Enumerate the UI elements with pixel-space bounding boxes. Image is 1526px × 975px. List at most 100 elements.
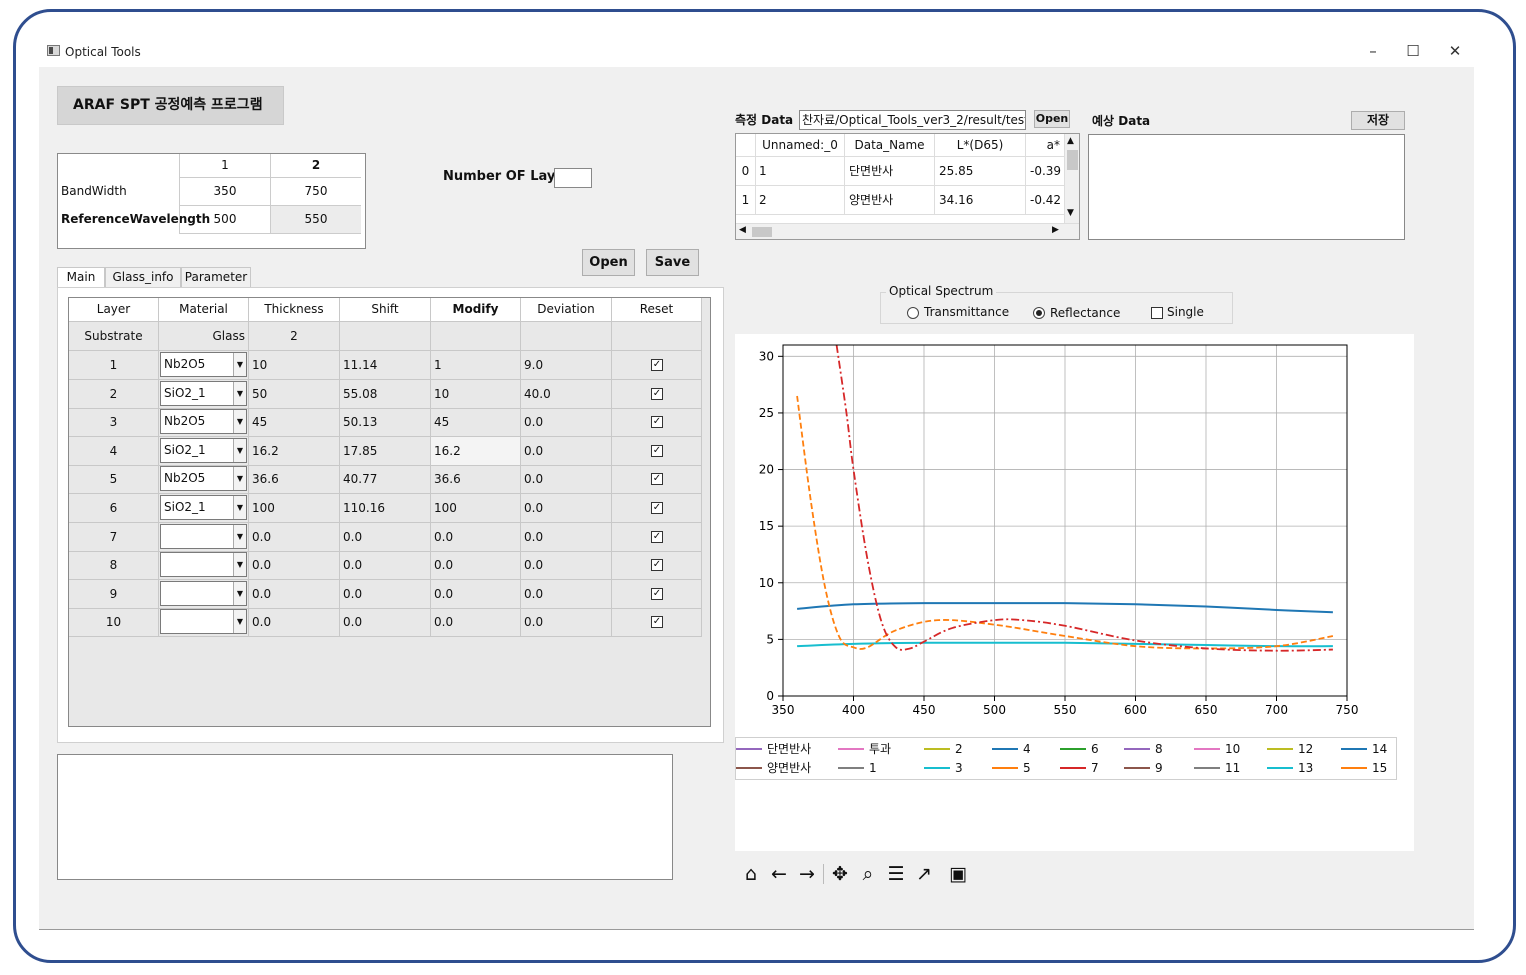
reset-checkbox[interactable]: ✓ xyxy=(651,444,663,457)
grid-cell-modify[interactable]: 100 xyxy=(431,494,521,523)
grid-cell-modify[interactable]: 10 xyxy=(431,379,521,409)
close-icon[interactable]: ✕ xyxy=(1448,42,1462,60)
grid-cell-thickness[interactable]: 0.0 xyxy=(249,551,340,581)
grid-cell-shift[interactable]: 55.08 xyxy=(340,379,431,409)
grid-cell-shift[interactable]: 110.16 xyxy=(340,494,431,523)
reset-checkbox[interactable]: ✓ xyxy=(651,416,663,429)
chevron-down-icon[interactable]: ▼ xyxy=(233,553,246,577)
reset-checkbox[interactable]: ✓ xyxy=(651,616,663,629)
grid-cell-modify[interactable]: 16.2 xyxy=(431,436,521,466)
grid-cell-thickness[interactable]: 45 xyxy=(249,408,340,438)
grid-cell-shift[interactable]: 0.0 xyxy=(340,579,431,609)
vertical-scrollbar[interactable]: ▲ ▼ xyxy=(1064,134,1079,223)
table-cell[interactable]: -0.42 xyxy=(1026,186,1064,215)
num-layer-input[interactable] xyxy=(554,168,592,188)
material-combobox[interactable]: ▼ xyxy=(160,580,247,606)
back-icon[interactable]: ← xyxy=(771,863,787,885)
single-checkbox[interactable] xyxy=(1151,307,1163,319)
open-button[interactable]: Open xyxy=(582,249,635,276)
bw-cell[interactable]: 750 xyxy=(270,178,361,206)
grid-cell-deviation[interactable]: 0.0 xyxy=(521,608,612,638)
reset-checkbox[interactable]: ✓ xyxy=(651,387,663,400)
maximize-icon[interactable]: ☐ xyxy=(1406,42,1420,60)
table-cell[interactable]: 양면반사 xyxy=(845,186,935,215)
measured-path-input[interactable]: 찬자료/Optical_Tools_ver3_2/result/test.txt xyxy=(799,110,1026,130)
scroll-thumb[interactable] xyxy=(1067,150,1078,170)
reset-checkbox[interactable]: ✓ xyxy=(651,559,663,572)
grid-cell-deviation[interactable]: 40.0 xyxy=(521,379,612,409)
reset-checkbox[interactable]: ✓ xyxy=(651,473,663,486)
chevron-down-icon[interactable]: ▼ xyxy=(233,381,246,405)
configure-icon[interactable]: ☰ xyxy=(887,863,905,885)
reset-checkbox[interactable]: ✓ xyxy=(651,359,663,371)
scroll-down-icon[interactable]: ▼ xyxy=(1067,208,1074,218)
grid-cell-shift[interactable]: 17.85 xyxy=(340,436,431,466)
transmittance-radio[interactable] xyxy=(907,307,919,319)
save-icon[interactable]: ▣ xyxy=(949,863,967,885)
material-combobox[interactable]: Nb2O5 ▼ xyxy=(160,409,247,435)
material-combobox[interactable]: Nb2O5 ▼ xyxy=(160,466,247,492)
grid-cell-deviation[interactable]: 0.0 xyxy=(521,522,612,552)
grid-cell-modify[interactable]: 0.0 xyxy=(431,608,521,638)
material-combobox[interactable]: ▼ xyxy=(160,552,247,578)
reflectance-radio[interactable] xyxy=(1033,307,1045,319)
grid-cell-deviation[interactable]: 0.0 xyxy=(521,408,612,438)
grid-cell[interactable]: 2 xyxy=(249,322,340,351)
grid-cell-thickness[interactable]: 10 xyxy=(249,351,340,380)
scroll-left-icon[interactable]: ◀ xyxy=(739,225,746,235)
chevron-down-icon[interactable]: ▼ xyxy=(233,410,246,434)
table-cell[interactable]: 25.85 xyxy=(935,157,1026,186)
grid-cell-shift[interactable]: 11.14 xyxy=(340,351,431,380)
grid-cell-deviation[interactable]: 9.0 xyxy=(521,351,612,380)
table-cell[interactable]: 1 xyxy=(756,157,845,186)
scroll-right-icon[interactable]: ▶ xyxy=(1052,225,1059,235)
minimize-icon[interactable]: – xyxy=(1369,42,1377,60)
reset-checkbox[interactable]: ✓ xyxy=(651,587,663,600)
grid-cell-deviation[interactable]: 0.0 xyxy=(521,436,612,466)
chevron-down-icon[interactable]: ▼ xyxy=(233,467,246,491)
grid-cell-deviation[interactable]: 0.0 xyxy=(521,551,612,581)
grid-cell-thickness[interactable]: 0.0 xyxy=(249,579,340,609)
reset-checkbox[interactable]: ✓ xyxy=(651,502,663,514)
grid-cell-thickness[interactable]: 100 xyxy=(249,494,340,523)
bw-cell[interactable]: 500 xyxy=(179,206,270,234)
edit-axis-icon[interactable]: ↗ xyxy=(916,863,932,885)
tab-main[interactable]: Main xyxy=(57,267,105,288)
reset-checkbox[interactable]: ✓ xyxy=(651,530,663,543)
grid-cell-modify[interactable]: 36.6 xyxy=(431,465,521,495)
grid-cell-thickness[interactable]: 16.2 xyxy=(249,436,340,466)
grid-cell-deviation[interactable]: 0.0 xyxy=(521,465,612,495)
grid-cell-shift[interactable]: 0.0 xyxy=(340,522,431,552)
grid-cell-shift[interactable]: 50.13 xyxy=(340,408,431,438)
material-combobox[interactable]: Nb2O5 ▼ xyxy=(160,352,247,377)
reflectance-label[interactable]: Reflectance xyxy=(1050,306,1121,320)
chevron-down-icon[interactable]: ▼ xyxy=(233,610,246,634)
save-button[interactable]: Save xyxy=(646,249,699,276)
grid-cell-shift[interactable]: 0.0 xyxy=(340,608,431,638)
material-combobox[interactable]: ▼ xyxy=(160,609,247,635)
grid-cell-modify[interactable]: 0.0 xyxy=(431,522,521,552)
table-cell[interactable]: -0.39 xyxy=(1026,157,1064,186)
chevron-down-icon[interactable]: ▼ xyxy=(233,524,246,548)
log-textbox[interactable] xyxy=(57,754,673,880)
bw-cell[interactable]: 350 xyxy=(179,178,270,206)
tab-glass-info[interactable]: Glass_info xyxy=(105,267,181,287)
tab-parameter[interactable]: Parameter xyxy=(181,267,251,287)
transmittance-label[interactable]: Transmittance xyxy=(924,305,1010,319)
grid-cell-modify[interactable]: 0.0 xyxy=(431,551,521,581)
chevron-down-icon[interactable]: ▼ xyxy=(233,438,246,462)
grid-cell-modify[interactable]: 0.0 xyxy=(431,579,521,609)
chevron-down-icon[interactable]: ▼ xyxy=(233,353,246,376)
bw-cell[interactable]: 550 xyxy=(270,206,361,234)
grid-cell-thickness[interactable]: 0.0 xyxy=(249,522,340,552)
chevron-down-icon[interactable]: ▼ xyxy=(233,496,246,519)
grid-cell-thickness[interactable]: 50 xyxy=(249,379,340,409)
home-icon[interactable]: ⌂ xyxy=(744,863,758,885)
single-label[interactable]: Single xyxy=(1167,305,1204,319)
measured-open-button[interactable]: Open xyxy=(1034,110,1070,128)
material-combobox[interactable]: SiO2_1 ▼ xyxy=(160,495,247,520)
horizontal-scrollbar[interactable]: ◀ ▶ xyxy=(736,223,1079,239)
forward-icon[interactable]: → xyxy=(799,863,815,885)
grid-cell-thickness[interactable]: 36.6 xyxy=(249,465,340,495)
grid-cell-shift[interactable]: 0.0 xyxy=(340,551,431,581)
